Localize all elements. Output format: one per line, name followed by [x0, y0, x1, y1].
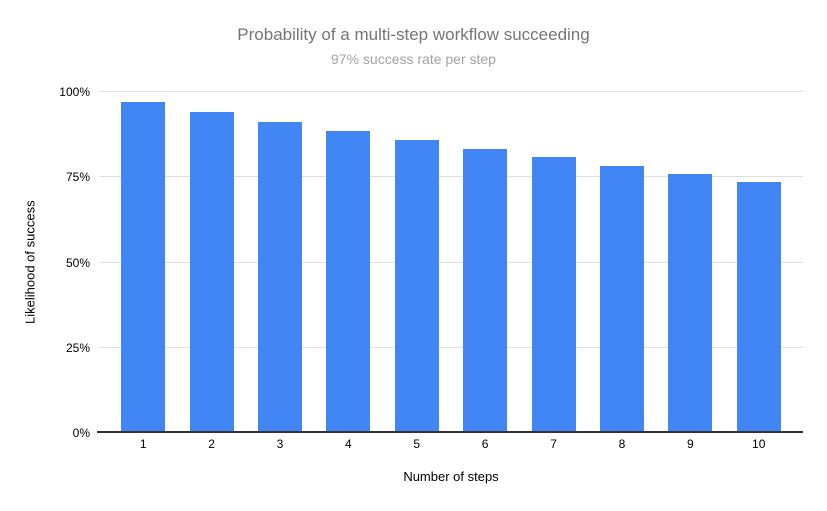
x-tick-label-1: 1: [139, 437, 147, 451]
bar-step-10: [736, 181, 781, 433]
gridline-100%: [99, 91, 803, 92]
y-axis-ticks: 0% 25% 50% 75% 100%: [0, 85, 90, 440]
bar-step-6: [463, 148, 508, 433]
chart-title: Probability of a multi-step workflow suc…: [237, 25, 590, 44]
bar-step-9: [668, 173, 713, 433]
x-tick-label-4: 4: [345, 437, 352, 451]
bar-step-5: [394, 140, 439, 433]
gridlines: [99, 91, 803, 433]
x-axis-ticks: 1 2 3 4 5 6 7 8 9 10: [99, 437, 803, 452]
bars: [99, 92, 803, 433]
gridline-75%: [99, 176, 803, 178]
bar-step-7: [531, 157, 576, 433]
x-tick-label-9: 9: [686, 437, 694, 451]
gridline-25%: [99, 346, 803, 348]
plot-area: [97, 91, 803, 433]
x-tick-label-2: 2: [208, 437, 215, 451]
bar-step-8: [599, 165, 644, 433]
x-tick-label-10: 10: [752, 437, 766, 451]
gridline-50%: [99, 261, 803, 263]
bar-step-1: [121, 102, 166, 433]
bar-step-3: [257, 121, 302, 433]
x-tick-label-6: 6: [481, 437, 489, 451]
y-tick-label-50%: 50%: [65, 255, 90, 270]
y-tick-label-0%: 0%: [72, 426, 90, 440]
y-tick-label-25%: 25%: [65, 340, 90, 355]
x-tick-label-8: 8: [618, 437, 626, 451]
x-axis-title: Number of steps: [403, 469, 499, 484]
chart-subtitle: 97% success rate per step: [331, 51, 496, 67]
y-tick-label-75%: 75%: [65, 170, 90, 185]
bar-step-4: [326, 131, 371, 433]
bar-step-2: [189, 112, 234, 433]
y-tick-label-100%: 100%: [59, 85, 90, 99]
x-tick-label-7: 7: [550, 437, 557, 451]
x-tick-label-5: 5: [413, 437, 421, 451]
x-tick-label-3: 3: [276, 437, 284, 451]
